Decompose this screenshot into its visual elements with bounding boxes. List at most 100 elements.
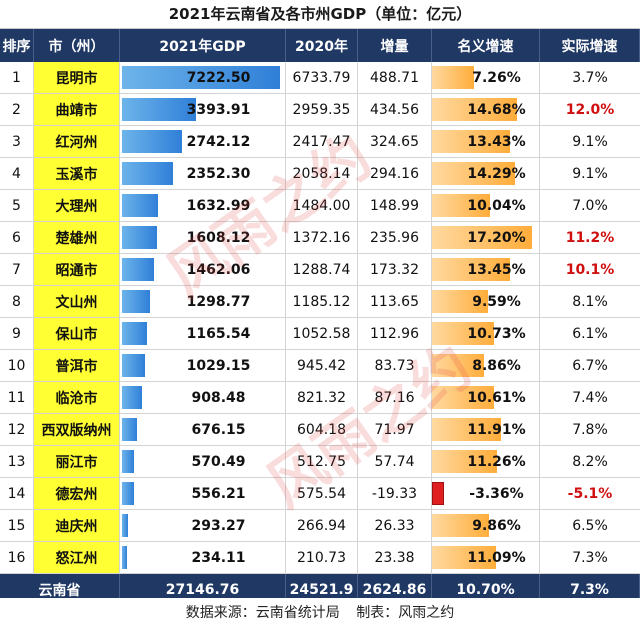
gdp2021-value: 1029.15 — [186, 357, 251, 374]
nominal-value: 10.61% — [467, 389, 526, 406]
table-footer: 数据来源：云南省统计局 制表：风雨之约 — [0, 598, 640, 629]
gdp2020-cell: 1288.74 — [286, 254, 358, 285]
gdp2021-cell: 908.48 — [120, 382, 286, 413]
rank-cell: 2 — [0, 94, 34, 125]
increase-cell: 87.16 — [358, 382, 432, 413]
gdp2021-cell: 1029.15 — [120, 350, 286, 381]
gdp-bar — [122, 98, 197, 121]
gdp2020-cell: 821.32 — [286, 382, 358, 413]
nominal-cell: 14.29% — [432, 158, 540, 189]
increase-cell: 324.65 — [358, 126, 432, 157]
city-cell: 普洱市 — [34, 350, 120, 381]
table-row: 12 西双版纳州 676.15 604.18 71.97 11.91% 7.8% — [0, 414, 640, 446]
nominal-value: 9.59% — [472, 293, 521, 310]
nominal-cell: 9.59% — [432, 286, 540, 317]
nominal-value: 10.04% — [467, 197, 526, 214]
increase-cell: -19.33 — [358, 478, 432, 509]
city-cell: 迪庆州 — [34, 510, 120, 541]
table-row: 16 怒江州 234.11 210.73 23.38 11.09% 7.3% — [0, 542, 640, 574]
header-city: 市（州） — [34, 29, 120, 62]
real-cell: 6.5% — [572, 517, 608, 534]
gdp2021-cell: 1298.77 — [120, 286, 286, 317]
table-row: 4 玉溪市 2352.30 2058.14 294.16 14.29% 9.1% — [0, 158, 640, 190]
gdp2020-cell: 945.42 — [286, 350, 358, 381]
growth-bar — [432, 418, 502, 441]
total-nominal: 10.70% — [432, 574, 540, 605]
real-cell: 9.1% — [572, 165, 608, 182]
table-row: 6 楚雄州 1608.12 1372.16 235.96 17.20% 11.2% — [0, 222, 640, 254]
gdp2020-cell: 6733.79 — [286, 62, 358, 93]
gdp-bar — [122, 482, 135, 505]
nominal-cell: -3.36% — [432, 478, 540, 509]
increase-cell: 235.96 — [358, 222, 432, 253]
gdp2020-cell: 604.18 — [286, 414, 358, 445]
increase-cell: 113.65 — [358, 286, 432, 317]
nominal-cell: 17.20% — [432, 222, 540, 253]
real-cell: 7.0% — [572, 197, 608, 214]
gdp-bar — [122, 290, 151, 313]
gdp2021-value: 908.48 — [191, 389, 246, 406]
city-cell: 保山市 — [34, 318, 120, 349]
gdp2020-cell: 266.94 — [286, 510, 358, 541]
gdp2020-cell: 2959.35 — [286, 94, 358, 125]
header-increase: 增量 — [358, 29, 432, 62]
gdp2021-cell: 7222.50 — [120, 62, 286, 93]
header-gdp2020: 2020年 — [286, 29, 358, 62]
nominal-value: 14.68% — [467, 101, 526, 118]
gdp2021-cell: 1462.06 — [120, 254, 286, 285]
gdp2021-cell: 570.49 — [120, 446, 286, 477]
growth-bar — [432, 386, 494, 409]
rank-cell: 6 — [0, 222, 34, 253]
rank-cell: 11 — [0, 382, 34, 413]
real-cell: 8.2% — [572, 453, 608, 470]
growth-bar — [432, 514, 490, 537]
nominal-cell: 7.26% — [432, 62, 540, 93]
table-row: 8 文山州 1298.77 1185.12 113.65 9.59% 8.1% — [0, 286, 640, 318]
table-row: 13 丽江市 570.49 512.75 57.74 11.26% 8.2% — [0, 446, 640, 478]
gdp-bar — [122, 450, 135, 473]
nominal-value: 13.43% — [467, 133, 526, 150]
gdp2021-cell: 676.15 — [120, 414, 286, 445]
rank-cell: 9 — [0, 318, 34, 349]
nominal-cell: 8.86% — [432, 350, 540, 381]
gdp2020-cell: 2417.47 — [286, 126, 358, 157]
increase-cell: 294.16 — [358, 158, 432, 189]
total-label: 云南省 — [0, 574, 120, 605]
gdp2021-cell: 234.11 — [120, 542, 286, 573]
table-row: 11 临沧市 908.48 821.32 87.16 10.61% 7.4% — [0, 382, 640, 414]
gdp2020-cell: 575.54 — [286, 478, 358, 509]
gdp2020-cell: 2058.14 — [286, 158, 358, 189]
nominal-cell: 10.61% — [432, 382, 540, 413]
city-cell: 昭通市 — [34, 254, 120, 285]
gdp-bar — [122, 66, 280, 89]
gdp2021-cell: 2742.12 — [120, 126, 286, 157]
footer-maker: 制表：风雨之约 — [356, 605, 455, 621]
city-cell: 丽江市 — [34, 446, 120, 477]
increase-cell: 83.73 — [358, 350, 432, 381]
real-cell: 7.4% — [572, 389, 608, 406]
gdp2021-value: 1165.54 — [186, 325, 251, 342]
gdp2021-cell: 3393.91 — [120, 94, 286, 125]
gdp2021-cell: 1608.12 — [120, 222, 286, 253]
table-title: 2021年云南省及各市州GDP（单位：亿元） — [0, 0, 640, 29]
rank-cell: 10 — [0, 350, 34, 381]
total-gdp2021: 27146.76 — [120, 574, 286, 605]
total-gdp2020: 24521.9 — [286, 574, 358, 605]
gdp2021-value: 556.21 — [191, 485, 246, 502]
gdp2021-value: 2352.30 — [186, 165, 251, 182]
increase-cell: 26.33 — [358, 510, 432, 541]
growth-bar — [432, 226, 532, 249]
city-cell: 红河州 — [34, 126, 120, 157]
nominal-cell: 11.09% — [432, 542, 540, 573]
gdp2021-value: 2742.12 — [186, 133, 251, 150]
increase-cell: 112.96 — [358, 318, 432, 349]
real-cell: 8.1% — [572, 293, 608, 310]
growth-bar — [432, 130, 511, 153]
growth-bar — [432, 290, 488, 313]
table-row: 2 曲靖市 3393.91 2959.35 434.56 14.68% 12.0% — [0, 94, 640, 126]
gdp2021-value: 570.49 — [191, 453, 246, 470]
rank-cell: 4 — [0, 158, 34, 189]
rank-cell: 5 — [0, 190, 34, 221]
real-cell: 7.3% — [572, 549, 608, 566]
gdp-table: 2021年云南省及各市州GDP（单位：亿元） 排序 市（州） 2021年GDP … — [0, 0, 640, 605]
